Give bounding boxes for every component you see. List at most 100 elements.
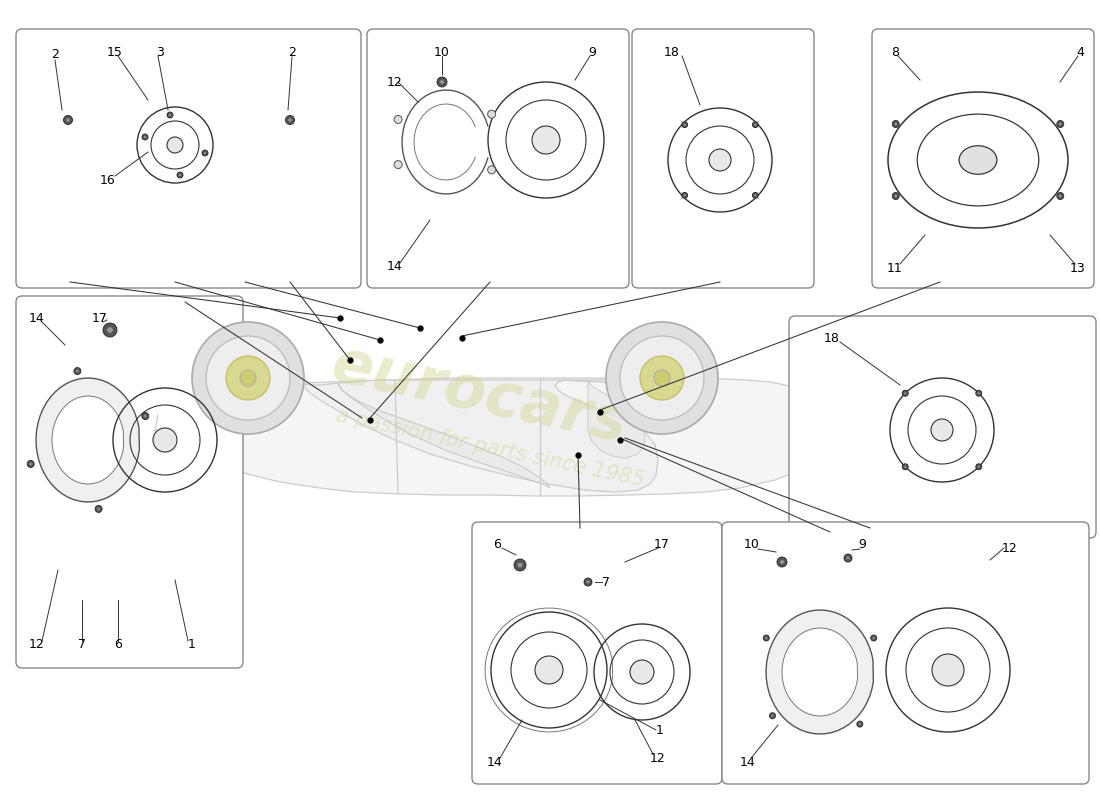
Circle shape — [640, 356, 684, 400]
Circle shape — [683, 194, 686, 197]
Text: 9: 9 — [858, 538, 866, 551]
Circle shape — [202, 150, 208, 156]
Circle shape — [904, 466, 906, 468]
Text: 9: 9 — [588, 46, 596, 58]
Circle shape — [892, 121, 899, 127]
Circle shape — [142, 134, 148, 140]
Text: 14: 14 — [387, 261, 403, 274]
Circle shape — [1057, 193, 1064, 199]
Circle shape — [517, 562, 522, 568]
Circle shape — [620, 336, 704, 420]
Circle shape — [28, 461, 34, 467]
Text: eurocars: eurocars — [327, 335, 634, 455]
Text: 12: 12 — [29, 638, 45, 651]
Circle shape — [288, 118, 292, 122]
Circle shape — [754, 123, 757, 126]
Circle shape — [976, 390, 982, 396]
Circle shape — [978, 466, 980, 468]
Circle shape — [394, 161, 403, 169]
Polygon shape — [52, 396, 123, 484]
Circle shape — [240, 370, 256, 386]
Circle shape — [586, 580, 590, 584]
Circle shape — [487, 166, 496, 174]
Circle shape — [630, 660, 654, 684]
Circle shape — [532, 126, 560, 154]
Text: 14: 14 — [487, 755, 503, 769]
Circle shape — [857, 721, 862, 727]
Circle shape — [682, 122, 688, 128]
Polygon shape — [155, 378, 836, 496]
Circle shape — [764, 637, 768, 639]
Circle shape — [1058, 194, 1062, 198]
Text: 4: 4 — [1076, 46, 1084, 58]
Text: 8: 8 — [891, 46, 899, 58]
Circle shape — [142, 413, 148, 419]
Text: 17: 17 — [92, 311, 108, 325]
FancyBboxPatch shape — [16, 296, 243, 668]
Text: 14: 14 — [29, 311, 45, 325]
Text: 18: 18 — [824, 331, 840, 345]
Circle shape — [76, 370, 79, 373]
Circle shape — [763, 635, 769, 641]
Circle shape — [167, 112, 173, 118]
Circle shape — [871, 635, 877, 641]
Circle shape — [394, 115, 403, 123]
Text: 2: 2 — [51, 49, 59, 62]
Circle shape — [780, 560, 784, 564]
Circle shape — [514, 559, 526, 571]
Text: 1: 1 — [656, 723, 664, 737]
Text: 11: 11 — [887, 262, 903, 274]
Circle shape — [226, 356, 270, 400]
Circle shape — [932, 654, 964, 686]
Circle shape — [64, 115, 73, 125]
Text: 1: 1 — [188, 638, 196, 651]
Text: 13: 13 — [1070, 262, 1086, 274]
Circle shape — [894, 194, 898, 198]
Circle shape — [144, 414, 147, 418]
Text: 7: 7 — [602, 575, 610, 589]
Text: 12: 12 — [650, 751, 666, 765]
Circle shape — [654, 370, 670, 386]
Circle shape — [487, 110, 496, 118]
Circle shape — [95, 506, 102, 513]
Circle shape — [66, 118, 70, 122]
Circle shape — [846, 556, 850, 560]
Text: 2: 2 — [288, 46, 296, 58]
Text: 12: 12 — [387, 75, 403, 89]
Circle shape — [440, 80, 444, 84]
Circle shape — [976, 464, 982, 470]
Circle shape — [584, 578, 592, 586]
Text: 6: 6 — [114, 638, 122, 651]
Circle shape — [153, 428, 177, 452]
Text: 16: 16 — [100, 174, 116, 186]
Circle shape — [754, 194, 757, 197]
Text: 7: 7 — [78, 638, 86, 651]
Polygon shape — [782, 628, 858, 716]
Text: 10: 10 — [434, 46, 450, 58]
Text: 17: 17 — [654, 538, 670, 550]
Circle shape — [904, 392, 906, 394]
Circle shape — [894, 122, 898, 126]
Circle shape — [771, 714, 774, 717]
Circle shape — [144, 136, 146, 138]
FancyBboxPatch shape — [632, 29, 814, 288]
Circle shape — [872, 637, 875, 639]
Text: 10: 10 — [744, 538, 760, 551]
Circle shape — [683, 123, 686, 126]
FancyBboxPatch shape — [722, 522, 1089, 784]
Text: 14: 14 — [740, 755, 756, 769]
FancyBboxPatch shape — [872, 29, 1094, 288]
Circle shape — [844, 554, 852, 562]
Circle shape — [902, 390, 909, 396]
Circle shape — [437, 77, 447, 87]
Circle shape — [97, 507, 100, 510]
Circle shape — [931, 419, 953, 441]
Text: 6: 6 — [493, 538, 500, 550]
Polygon shape — [300, 380, 658, 492]
Circle shape — [178, 174, 182, 176]
Text: 18: 18 — [664, 46, 680, 58]
Text: 12: 12 — [1002, 542, 1018, 554]
Polygon shape — [766, 610, 873, 734]
Circle shape — [1057, 121, 1064, 127]
Circle shape — [107, 327, 113, 333]
